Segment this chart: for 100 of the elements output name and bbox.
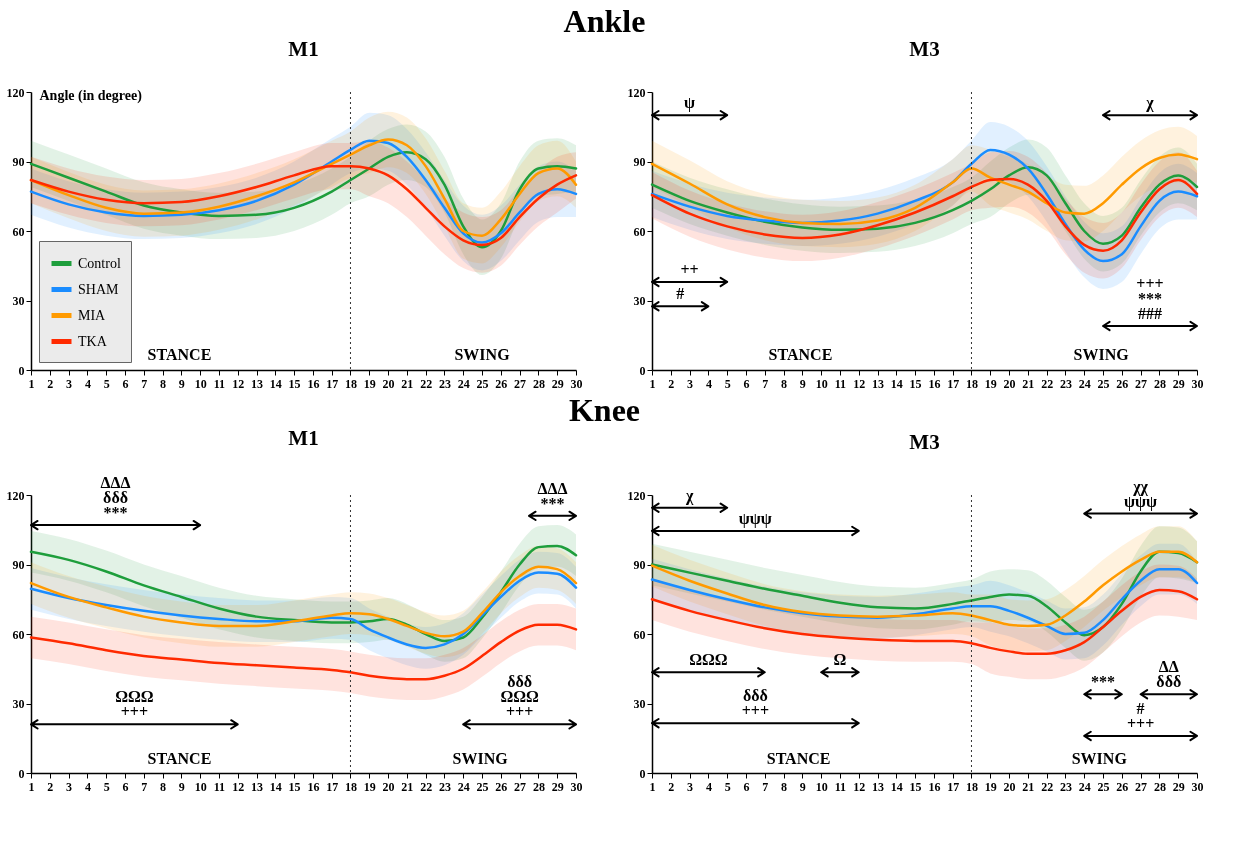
x-tick-label: 14 xyxy=(890,779,903,794)
annotation: ΔΔΔ δδδ *** xyxy=(100,474,131,522)
annotation: STANCE xyxy=(147,750,212,768)
x-tick-label: 7 xyxy=(762,779,769,794)
x-tick-label: 18 xyxy=(965,779,978,794)
x-tick-label: 17 xyxy=(947,376,960,391)
x-tick-label: 27 xyxy=(1135,376,1148,391)
x-tick-label: 10 xyxy=(815,376,828,391)
annotation: SWING xyxy=(1073,345,1130,363)
x-tick-label: 13 xyxy=(872,376,885,391)
y-tick-label: 30 xyxy=(633,294,646,308)
x-tick-label: 24 xyxy=(1078,779,1091,794)
x-tick-label: 2 xyxy=(47,779,54,794)
annotation: STANCE xyxy=(147,345,212,363)
x-tick-label: 20 xyxy=(382,779,395,794)
x-tick-label: 4 xyxy=(705,376,712,391)
x-tick-label: 27 xyxy=(514,779,527,794)
annotation: STANCE xyxy=(766,750,831,768)
x-tick-label: 5 xyxy=(103,376,110,391)
x-tick-label: 30 xyxy=(570,779,583,794)
x-tick-label: 23 xyxy=(438,779,451,794)
x-tick-label: 22 xyxy=(420,779,433,794)
x-tick-label: 2 xyxy=(47,376,54,391)
x-tick-label: 22 xyxy=(1041,779,1054,794)
x-tick-label: 19 xyxy=(363,779,376,794)
y-tick-label: 90 xyxy=(12,155,25,169)
x-tick-label: 24 xyxy=(1078,376,1091,391)
y-tick-label: 0 xyxy=(18,363,25,378)
chart-subtitle: M1 xyxy=(288,426,319,451)
annotation: χχ ψψψ xyxy=(1124,477,1158,511)
annotation: ψψψ xyxy=(738,509,772,528)
x-tick-label: 7 xyxy=(141,779,148,794)
x-tick-label: 16 xyxy=(307,376,320,391)
x-tick-label: 16 xyxy=(928,376,941,391)
x-tick-label: 4 xyxy=(84,779,91,794)
annotation: ++ xyxy=(680,260,699,278)
annotation: +++ *** ### xyxy=(1136,274,1164,322)
y-tick-label: 120 xyxy=(627,85,646,100)
x-tick-label: 21 xyxy=(401,779,414,794)
annotation: ψ xyxy=(684,94,696,113)
x-tick-label: 29 xyxy=(1172,376,1185,391)
x-tick-label: 5 xyxy=(724,376,731,391)
x-tick-label: 1 xyxy=(28,779,35,794)
x-tick-label: 2 xyxy=(668,779,675,794)
x-tick-label: 24 xyxy=(457,779,470,794)
x-tick-label: 3 xyxy=(66,779,73,794)
x-tick-label: 22 xyxy=(1041,376,1054,391)
x-tick-label: 9 xyxy=(178,376,185,391)
x-tick-label: 1 xyxy=(649,779,656,794)
chart-title: Ankle xyxy=(563,3,646,39)
annotation: δδδ ΩΩΩ +++ xyxy=(500,673,540,721)
chart-subtitle: M3 xyxy=(909,37,940,61)
legend-label: Control xyxy=(78,255,121,271)
x-tick-label: 21 xyxy=(1022,779,1035,794)
annotation: χ xyxy=(684,486,694,505)
x-tick-label: 18 xyxy=(344,376,357,391)
x-tick-label: 19 xyxy=(984,376,997,391)
y-tick-label: 30 xyxy=(12,294,25,308)
annotation: SWING xyxy=(1071,750,1128,768)
x-tick-label: 2 xyxy=(668,376,675,391)
x-tick-label: 18 xyxy=(344,779,357,794)
x-tick-label: 14 xyxy=(890,376,903,391)
x-tick-label: 11 xyxy=(213,376,226,391)
y-tick-label: 60 xyxy=(633,627,646,642)
x-tick-label: 13 xyxy=(251,779,264,794)
x-tick-label: 15 xyxy=(909,779,922,794)
x-tick-label: 14 xyxy=(269,779,282,794)
x-tick-label: 8 xyxy=(781,779,788,794)
x-tick-label: 28 xyxy=(1153,779,1166,794)
line-series xyxy=(650,166,1199,245)
x-tick-label: 29 xyxy=(1172,779,1185,794)
x-tick-label: 4 xyxy=(705,779,712,794)
y-tick-label: 60 xyxy=(633,224,646,239)
y-tick-label: 90 xyxy=(633,155,646,169)
x-tick-label: 14 xyxy=(269,376,282,391)
x-tick-label: 17 xyxy=(326,376,339,391)
x-tick-label: 20 xyxy=(1003,376,1016,391)
annotation: ΔΔΔ *** xyxy=(537,479,568,512)
y-tick-label: 90 xyxy=(12,558,25,572)
x-tick-label: 7 xyxy=(762,376,769,391)
x-tick-label: 27 xyxy=(1135,779,1148,794)
x-tick-label: 28 xyxy=(1153,376,1166,391)
x-tick-label: 8 xyxy=(781,376,788,391)
legend-label: SHAM xyxy=(78,281,120,297)
x-tick-label: 3 xyxy=(66,376,73,391)
annotation: χ xyxy=(1145,94,1155,113)
x-tick-label: 9 xyxy=(178,779,185,794)
x-tick-label: 25 xyxy=(1097,376,1110,391)
x-tick-label: 24 xyxy=(457,376,470,391)
x-tick-label: 3 xyxy=(687,376,694,391)
x-tick-label: 8 xyxy=(160,376,167,391)
x-tick-label: 7 xyxy=(141,376,148,391)
x-tick-label: 6 xyxy=(743,376,750,391)
x-tick-label: 13 xyxy=(251,376,264,391)
y-tick-label: 120 xyxy=(6,488,25,503)
x-tick-label: 26 xyxy=(495,376,508,391)
y-tick-label: 0 xyxy=(639,766,646,781)
x-tick-label: 19 xyxy=(984,779,997,794)
y-tick-label: 60 xyxy=(12,627,25,642)
x-tick-label: 4 xyxy=(84,376,91,391)
